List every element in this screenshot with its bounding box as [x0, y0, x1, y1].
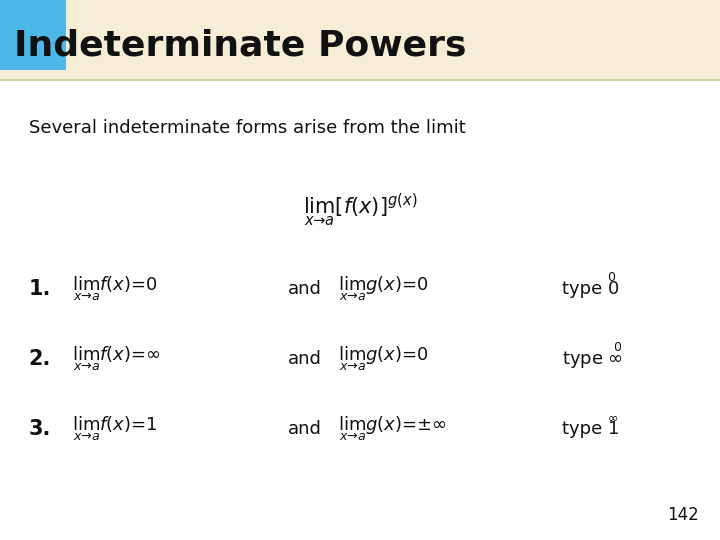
- Text: type 1: type 1: [562, 420, 619, 438]
- Text: 0: 0: [613, 341, 621, 354]
- Text: and: and: [288, 280, 322, 298]
- Text: Indeterminate Powers: Indeterminate Powers: [14, 28, 467, 62]
- Text: $\lim_{x \to a} f(x) = 1$: $\lim_{x \to a} f(x) = 1$: [72, 415, 158, 443]
- Text: 3.: 3.: [29, 419, 51, 440]
- Text: $\lim_{x \to a} g(x) = 0$: $\lim_{x \to a} g(x) = 0$: [338, 275, 429, 303]
- Text: $\lim_{x \to a} f(x) = \infty$: $\lim_{x \to a} f(x) = \infty$: [72, 345, 161, 373]
- Text: type 0: type 0: [562, 280, 619, 298]
- Text: 2.: 2.: [29, 349, 51, 369]
- Text: $\lim_{x \to a} g(x) = 0$: $\lim_{x \to a} g(x) = 0$: [338, 345, 429, 373]
- Bar: [0, 0, 66, 70]
- Text: 1.: 1.: [29, 279, 51, 299]
- Text: 0: 0: [607, 271, 615, 284]
- Text: $\lim_{x \to a} [f(x)]^{g(x)}$: $\lim_{x \to a} [f(x)]^{g(x)}$: [303, 192, 417, 230]
- Bar: [0, 0, 720, 80]
- Text: type $\infty$: type $\infty$: [562, 349, 623, 369]
- Text: $\infty$: $\infty$: [607, 411, 618, 424]
- Text: Several indeterminate forms arise from the limit: Several indeterminate forms arise from t…: [29, 119, 466, 137]
- Text: and: and: [288, 350, 322, 368]
- Text: 142: 142: [667, 506, 698, 524]
- Text: and: and: [288, 420, 322, 438]
- Text: $\lim_{x \to a} f(x) = 0$: $\lim_{x \to a} f(x) = 0$: [72, 275, 158, 303]
- Text: $\lim_{x \to a} g(x) = \pm\infty$: $\lim_{x \to a} g(x) = \pm\infty$: [338, 415, 447, 443]
